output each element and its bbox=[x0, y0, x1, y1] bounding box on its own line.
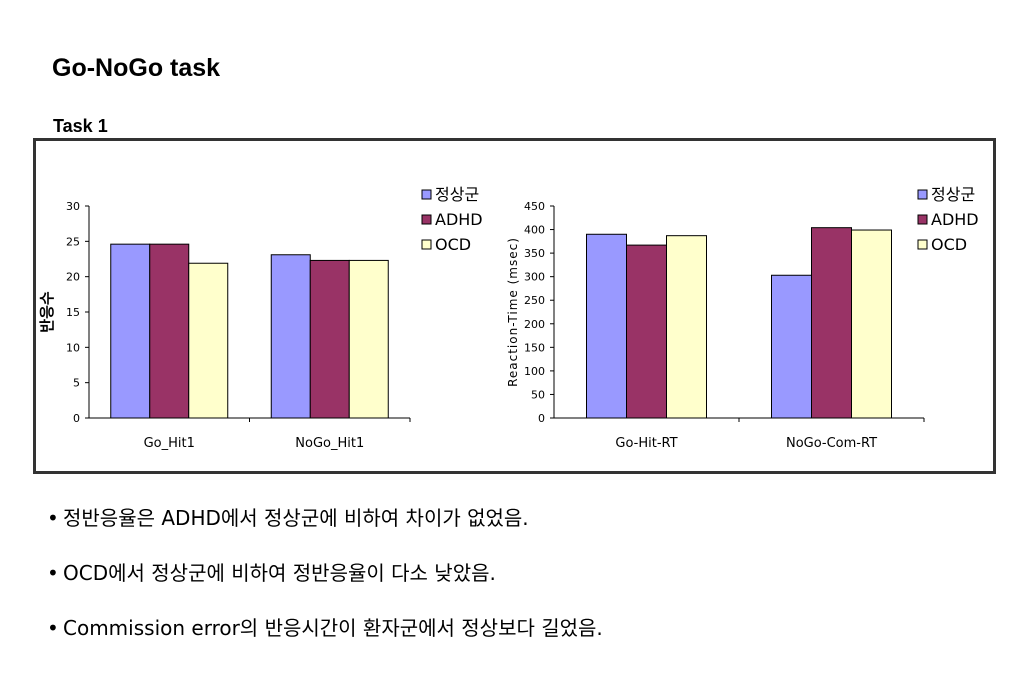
section-title: Task 1 bbox=[53, 116, 108, 136]
y-tick-label: 20 bbox=[66, 271, 80, 284]
y-axis-label: 반응수 bbox=[38, 291, 56, 333]
y-tick-label: 150 bbox=[524, 341, 545, 354]
findings-list: • 정반응율은 ADHD에서 정상군에 비하여 차이가 없었음. • OCD에서 정… bbox=[47, 506, 1007, 671]
bar bbox=[666, 235, 707, 419]
legend-label: 정상군 bbox=[931, 185, 975, 204]
bar bbox=[188, 262, 229, 419]
finding-item: • OCD에서 정상군에 비하여 정반응율이 다소 낮았음. bbox=[47, 561, 1007, 585]
legend-label: ADHD bbox=[931, 210, 979, 229]
legend-swatch bbox=[421, 214, 432, 225]
bar bbox=[586, 233, 627, 419]
legend-label: ADHD bbox=[435, 210, 483, 229]
y-tick-label: 10 bbox=[66, 341, 80, 354]
bar bbox=[811, 227, 852, 419]
bar bbox=[149, 243, 190, 419]
x-tick-label: Go-Hit-RT bbox=[615, 436, 677, 451]
y-tick-label: 0 bbox=[538, 412, 545, 425]
legend-swatch bbox=[421, 189, 432, 200]
legend-swatch bbox=[917, 189, 928, 200]
bar bbox=[771, 274, 812, 419]
chart-frame: 0 5 10 15 20 25 30 반응수 Go_Hit1 NoGo_Hit1 정상군 ADHD OC… bbox=[33, 138, 996, 474]
bar bbox=[270, 254, 311, 419]
y-tick-label: 30 bbox=[66, 200, 80, 213]
finding-item: • 정반응율은 ADHD에서 정상군에 비하여 차이가 없었음. bbox=[47, 506, 1007, 530]
y-tick-label: 400 bbox=[524, 224, 545, 237]
legend-swatch bbox=[421, 239, 432, 250]
bar bbox=[626, 244, 667, 419]
legend-label: OCD bbox=[435, 235, 471, 254]
legend-label: OCD bbox=[931, 235, 967, 254]
x-tick-label: NoGo-Com-RT bbox=[786, 436, 877, 451]
y-tick-label: 100 bbox=[524, 365, 545, 378]
page-title: Go-NoGo task bbox=[52, 54, 221, 82]
y-tick-label: 5 bbox=[73, 377, 80, 390]
y-tick-label: 50 bbox=[531, 388, 545, 401]
y-tick-label: 0 bbox=[73, 412, 80, 425]
bullet-icon: • bbox=[47, 506, 59, 530]
y-tick-label: 25 bbox=[66, 235, 80, 248]
y-tick-label: 450 bbox=[524, 200, 545, 213]
bar bbox=[348, 259, 389, 419]
bullet-icon: • bbox=[47, 616, 59, 640]
y-tick-label: 300 bbox=[524, 271, 545, 284]
x-tick-label: NoGo_Hit1 bbox=[295, 436, 364, 451]
bar bbox=[851, 229, 892, 419]
bar bbox=[110, 243, 151, 419]
y-tick-label: 350 bbox=[524, 247, 545, 260]
bar bbox=[309, 259, 350, 419]
y-tick-label: 250 bbox=[524, 294, 545, 307]
y-axis-label: Reaction-Time (msec) bbox=[506, 237, 520, 387]
charts-canvas: 0 5 10 15 20 25 30 반응수 Go_Hit1 NoGo_Hit1 정상군 ADHD OC… bbox=[38, 185, 979, 451]
legend-swatch bbox=[917, 214, 928, 225]
x-tick-label: Go_Hit1 bbox=[144, 436, 195, 451]
finding-item: • Commission error의 반응시간이 환자군에서 정상보다 길었음. bbox=[47, 616, 1007, 640]
finding-text: Commission error의 반응시간이 환자군에서 정상보다 길었음. bbox=[63, 616, 603, 640]
finding-text: 정반응율은 ADHD에서 정상군에 비하여 차이가 없었음. bbox=[63, 506, 529, 530]
finding-text: OCD에서 정상군에 비하여 정반응율이 다소 낮았음. bbox=[63, 561, 496, 585]
bullet-icon: • bbox=[47, 561, 59, 585]
legend-label: 정상군 bbox=[435, 185, 479, 204]
y-tick-label: 15 bbox=[66, 306, 80, 319]
y-tick-label: 200 bbox=[524, 318, 545, 331]
legend-swatch bbox=[917, 239, 928, 250]
